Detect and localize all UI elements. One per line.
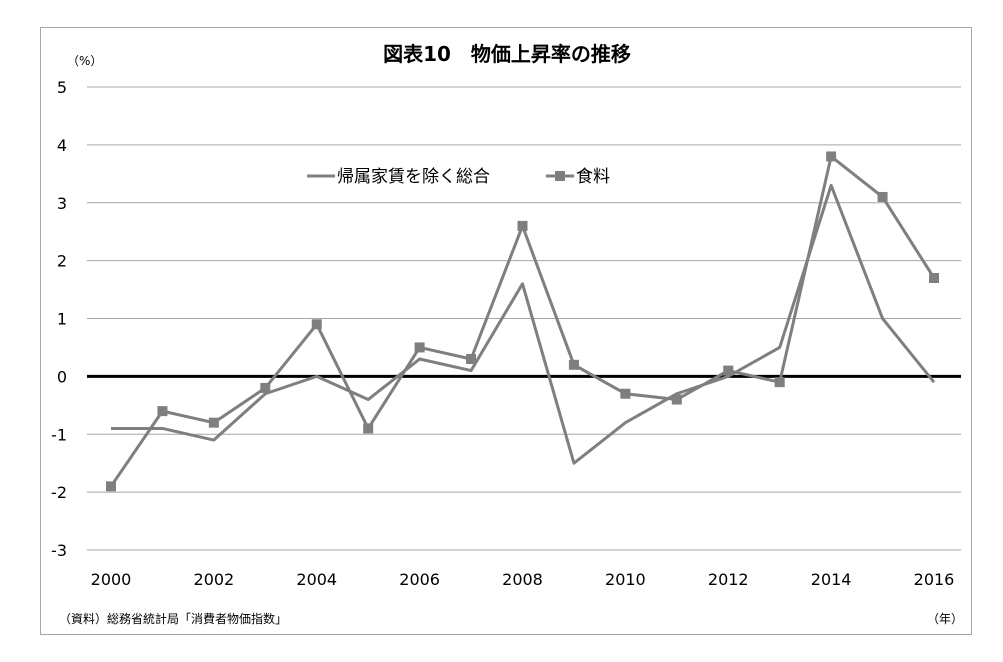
y-tick-labels: 5 4 3 2 1 0 -1 -2 -3 (51, 78, 67, 560)
x-tick-label: 2000 (91, 570, 132, 589)
y-axis-unit: （%） (67, 54, 102, 68)
x-axis-unit: （年） (927, 612, 963, 626)
x-tick-label: 2004 (296, 570, 337, 589)
series-line-1 (109, 154, 936, 488)
data-point-marker (671, 394, 682, 405)
y-tick-label: 2 (57, 252, 67, 271)
data-point-marker (517, 220, 528, 231)
data-point-marker (208, 417, 219, 428)
y-tick-label: 5 (57, 78, 67, 97)
x-tick-label: 2002 (194, 570, 235, 589)
data-point-marker (466, 354, 477, 365)
data-point-marker (929, 272, 939, 283)
chart-frame: 図表10 物価上昇率の推移 （%） （年） （資料）総務省統計局「消費者物価指数… (40, 27, 972, 635)
x-tick-label: 2006 (399, 570, 440, 589)
series-group (106, 151, 939, 492)
data-point-marker (774, 377, 785, 388)
gridlines (87, 86, 961, 551)
data-point-marker (877, 191, 888, 202)
series-line-0 (111, 183, 936, 465)
y-tick-label: 4 (57, 136, 67, 155)
x-tick-label: 2012 (708, 570, 749, 589)
data-point-marker (363, 423, 374, 434)
y-tick-label: -1 (51, 425, 67, 444)
y-tick-label: -3 (51, 541, 67, 560)
x-tick-label: 2016 (914, 570, 955, 589)
x-tick-label: 2014 (811, 570, 852, 589)
line-chart: 図表10 物価上昇率の推移 （%） （年） （資料）総務省統計局「消費者物価指数… (51, 42, 963, 626)
data-point-marker (620, 388, 631, 399)
y-tick-label: -2 (51, 483, 67, 502)
data-point-marker (568, 359, 579, 370)
data-point-marker (311, 319, 322, 330)
y-tick-label: 0 (57, 367, 67, 386)
data-point-marker (260, 382, 271, 393)
data-point-marker (157, 406, 168, 417)
x-tick-label: 2010 (605, 570, 646, 589)
legend: 帰属家賃を除く総合 食料 (307, 167, 610, 187)
data-point-marker (826, 151, 837, 162)
data-point-marker (414, 342, 425, 353)
x-tick-label: 2008 (502, 570, 543, 589)
legend-label-food: 食料 (576, 167, 610, 187)
source-note: （資料）総務省統計局「消費者物価指数」 (59, 611, 287, 626)
y-tick-label: 3 (57, 194, 67, 213)
x-tick-labels: 2000 2002 2004 2006 2008 2010 2012 2014 2016 (91, 570, 955, 589)
legend-marker-food (555, 171, 565, 181)
legend-label-total: 帰属家賃を除く総合 (337, 167, 490, 187)
data-point-marker (106, 481, 116, 492)
data-point-marker (723, 365, 734, 376)
chart-title: 図表10 物価上昇率の推移 (383, 42, 631, 66)
y-tick-label: 1 (57, 310, 67, 329)
